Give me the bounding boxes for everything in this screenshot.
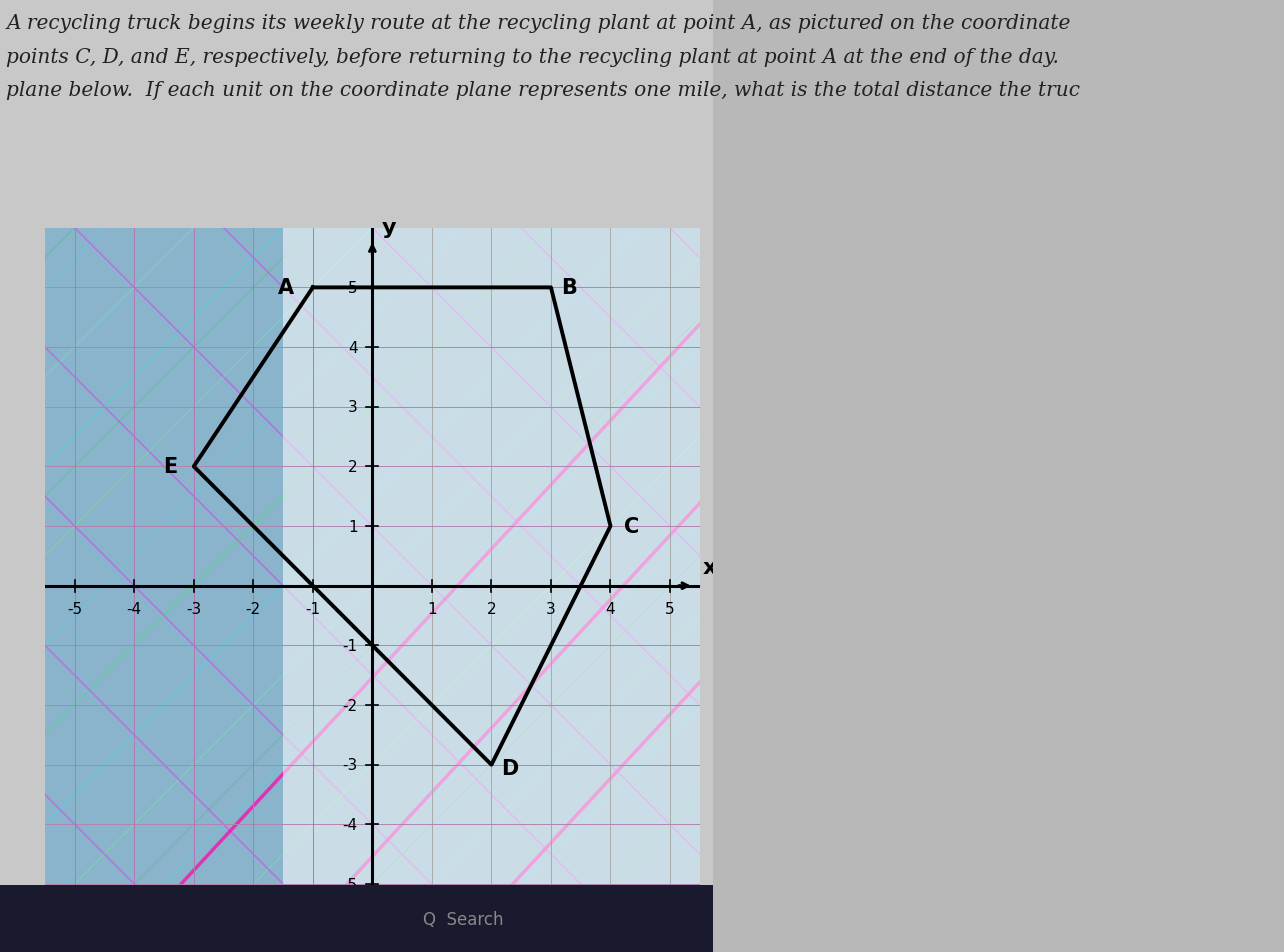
Text: points C, D, and E, respectively, before returning to the recycling plant at poi: points C, D, and E, respectively, before… (6, 48, 1059, 67)
Text: -1: -1 (306, 601, 321, 616)
Text: 3: 3 (546, 601, 556, 616)
Text: A: A (277, 278, 294, 298)
Text: -5: -5 (343, 877, 357, 892)
Text: y: y (381, 217, 395, 237)
Text: -2: -2 (343, 698, 357, 713)
Text: 1: 1 (428, 601, 437, 616)
Text: 5: 5 (348, 281, 357, 295)
Text: E: E (163, 457, 177, 477)
Text: 3: 3 (348, 400, 357, 415)
Text: 2: 2 (487, 601, 496, 616)
Text: -1: -1 (343, 638, 357, 653)
Text: 4: 4 (348, 340, 357, 355)
Text: Q  Search: Q Search (422, 910, 503, 927)
Text: 2: 2 (348, 460, 357, 474)
Text: -3: -3 (186, 601, 202, 616)
Text: -4: -4 (343, 817, 357, 832)
Text: D: D (501, 758, 517, 778)
Text: 4: 4 (606, 601, 615, 616)
Text: C: C (624, 517, 639, 537)
Text: B: B (561, 278, 577, 298)
Text: -3: -3 (343, 758, 357, 772)
Text: x: x (702, 557, 718, 577)
Text: -4: -4 (127, 601, 141, 616)
Text: 5: 5 (665, 601, 675, 616)
Text: plane below.  If each unit on the coordinate plane represents one mile, what is : plane below. If each unit on the coordin… (6, 81, 1080, 100)
Text: -2: -2 (245, 601, 261, 616)
Bar (282, 228, 700, 914)
Text: 1: 1 (348, 519, 357, 534)
Text: -5: -5 (67, 601, 82, 616)
Text: A recycling truck begins its weekly route at the recycling plant at point A, as : A recycling truck begins its weekly rout… (6, 14, 1071, 33)
